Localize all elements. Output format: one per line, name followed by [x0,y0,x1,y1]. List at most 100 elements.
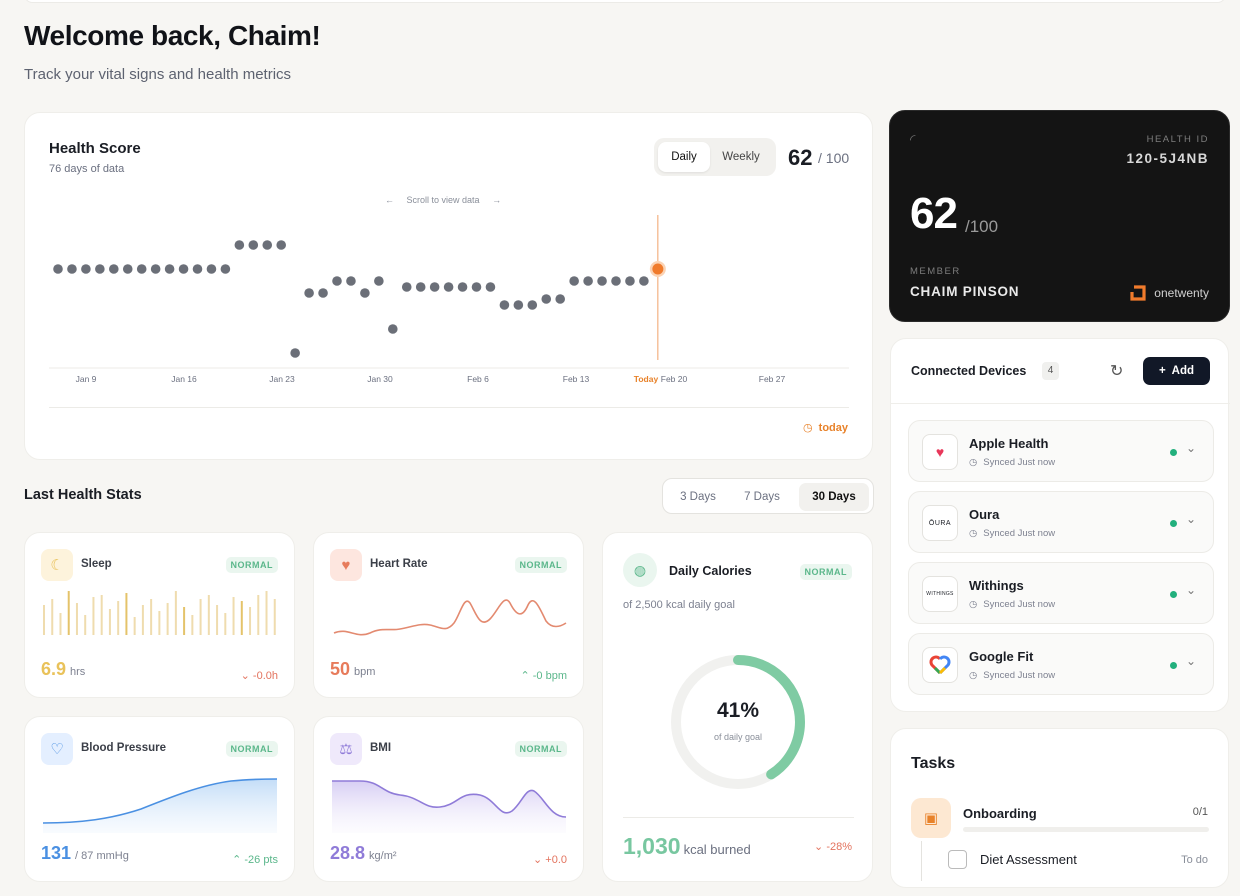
toggle-weekly[interactable]: Weekly [722,151,760,163]
sleep-bar [207,595,210,635]
sleep-bar [216,605,219,635]
range-selector: 3 Days 7 Days 30 Days [662,478,874,514]
sleep-card[interactable]: ☾ Sleep NORMAL 6.9 hrs ⌄ -0.0h [24,532,295,698]
today-button[interactable]: ◷ today [797,421,848,434]
data-point[interactable] [304,288,314,298]
tasks-card: Tasks ▣ Onboarding 0/1 Diet Assessment T… [890,728,1229,888]
chevron-down-icon[interactable]: ⌄ [1186,441,1197,455]
data-point[interactable] [136,264,147,274]
data-point[interactable] [290,348,300,358]
health-score-chart[interactable]: Jan 9 Jan 16 Jan 23 Jan 30 Feb 6 Feb 13 Today F… [25,205,874,405]
toggle-daily[interactable]: Daily [658,142,710,172]
sleep-bar [265,591,268,635]
chevron-down-icon[interactable]: ⌄ [1186,654,1197,668]
bmi-card[interactable]: ⚖ BMI NORMAL 28.8 kg/m² ⌄ +0.0 [313,716,584,882]
arrow-left-icon[interactable]: ← [385,195,394,205]
task-name[interactable]: Diet Assessment [980,852,1077,867]
device-item[interactable]: ŌURA Oura ◷ Synced Just now ⌄ [908,491,1214,553]
data-point[interactable] [206,264,217,274]
data-point[interactable] [234,240,245,250]
data-point[interactable] [597,276,607,286]
data-point[interactable] [583,276,593,286]
health-id-card[interactable]: ◜ HEALTH ID 120-5J4NB 62 /100 MEMBER CHA… [889,110,1230,322]
x-tick-label: Feb 6 [467,374,489,384]
chevron-down-icon[interactable]: ⌄ [1186,512,1197,526]
arrow-right-icon[interactable]: → [492,195,502,205]
data-point[interactable] [192,264,203,274]
data-point[interactable] [388,324,398,334]
data-point[interactable] [401,282,412,292]
withings-logo: WITHINGS [922,576,958,612]
heart-rate-value: 50 bpm [330,659,376,679]
chevron-down-icon[interactable]: ⌄ [1186,583,1197,597]
data-point[interactable] [625,276,635,286]
data-point[interactable] [95,264,105,274]
clock-icon: ◷ [969,457,978,468]
data-point[interactable] [360,288,370,298]
data-point[interactable] [276,240,286,250]
sleep-bar [191,615,194,635]
bmi-value: 28.8 kg/m² [330,843,397,863]
status-badge: NORMAL [514,741,567,757]
data-point[interactable] [262,240,273,250]
sleep-bar [232,597,235,635]
sleep-bar [51,599,54,635]
task-group-name[interactable]: Onboarding [963,806,1037,821]
sleep-bar [92,597,95,635]
data-point[interactable] [527,300,538,310]
data-point[interactable] [429,282,440,292]
data-point[interactable] [611,276,621,286]
data-point[interactable] [332,276,342,286]
data-point[interactable] [150,264,161,274]
heart-rate-card[interactable]: ♥ Heart Rate NORMAL 50 bpm ⌃ -0 bpm [313,532,584,698]
task-checkbox[interactable] [948,850,967,869]
sleep-bar [273,599,276,635]
data-point[interactable] [164,264,175,274]
data-point[interactable] [346,276,356,286]
data-point[interactable] [374,276,384,286]
data-point[interactable] [443,282,454,292]
data-point[interactable] [569,276,579,286]
sleep-delta: ⌄ -0.0h [240,670,278,682]
data-point[interactable] [499,300,510,310]
brand-name: onetwenty [1154,286,1209,300]
data-point[interactable] [513,300,524,310]
health-score-card: Health Score 76 days of data Daily Weekl… [24,112,873,460]
calorie-progress-ring [671,655,805,789]
heart-rate-sparkline [333,599,567,636]
device-item[interactable]: WITHINGS Withings ◷ Synced Just now ⌄ [908,562,1214,624]
daily-calories-card[interactable]: ◍ Daily Calories NORMAL of 2,500 kcal da… [602,532,873,882]
range-3-days[interactable]: 3 Days [680,491,716,503]
flame-icon: ◍ [623,553,657,587]
health-score-title: Health Score [49,140,141,157]
data-point[interactable] [178,264,189,274]
data-point[interactable] [555,294,565,304]
data-point[interactable] [248,240,259,250]
calorie-goal: of 2,500 kcal daily goal [623,599,735,611]
data-point[interactable] [457,282,468,292]
data-point[interactable] [415,282,426,292]
data-point[interactable] [318,288,328,298]
data-point[interactable] [541,294,552,304]
add-device-button[interactable]: + Add [1143,357,1210,385]
refresh-icon[interactable]: ↻ [1110,363,1124,380]
data-point[interactable] [639,276,649,286]
divider [891,403,1230,404]
health-id-value: 120-5J4NB [1126,151,1209,166]
data-point[interactable] [53,264,63,274]
data-point[interactable] [81,264,91,274]
data-point[interactable] [109,264,119,274]
data-point[interactable] [485,282,496,292]
device-item[interactable]: ♥ Apple Health ◷ Synced Just now ⌄ [908,420,1214,482]
range-7-days[interactable]: 7 Days [744,491,780,503]
data-point[interactable] [471,282,482,292]
contactless-icon: ◜ [910,131,916,147]
device-item[interactable]: Google Fit ◷ Synced Just now ⌄ [908,633,1214,695]
sleep-bar [43,605,45,635]
range-30-days[interactable]: 30 Days [799,483,869,511]
blood-pressure-card[interactable]: ♡ Blood Pressure NORMAL 131/ 87 mmHg ⌃ -… [24,716,295,882]
data-point[interactable] [220,264,231,274]
data-point[interactable] [122,264,133,274]
today-point[interactable] [652,263,664,275]
data-point[interactable] [67,264,77,274]
